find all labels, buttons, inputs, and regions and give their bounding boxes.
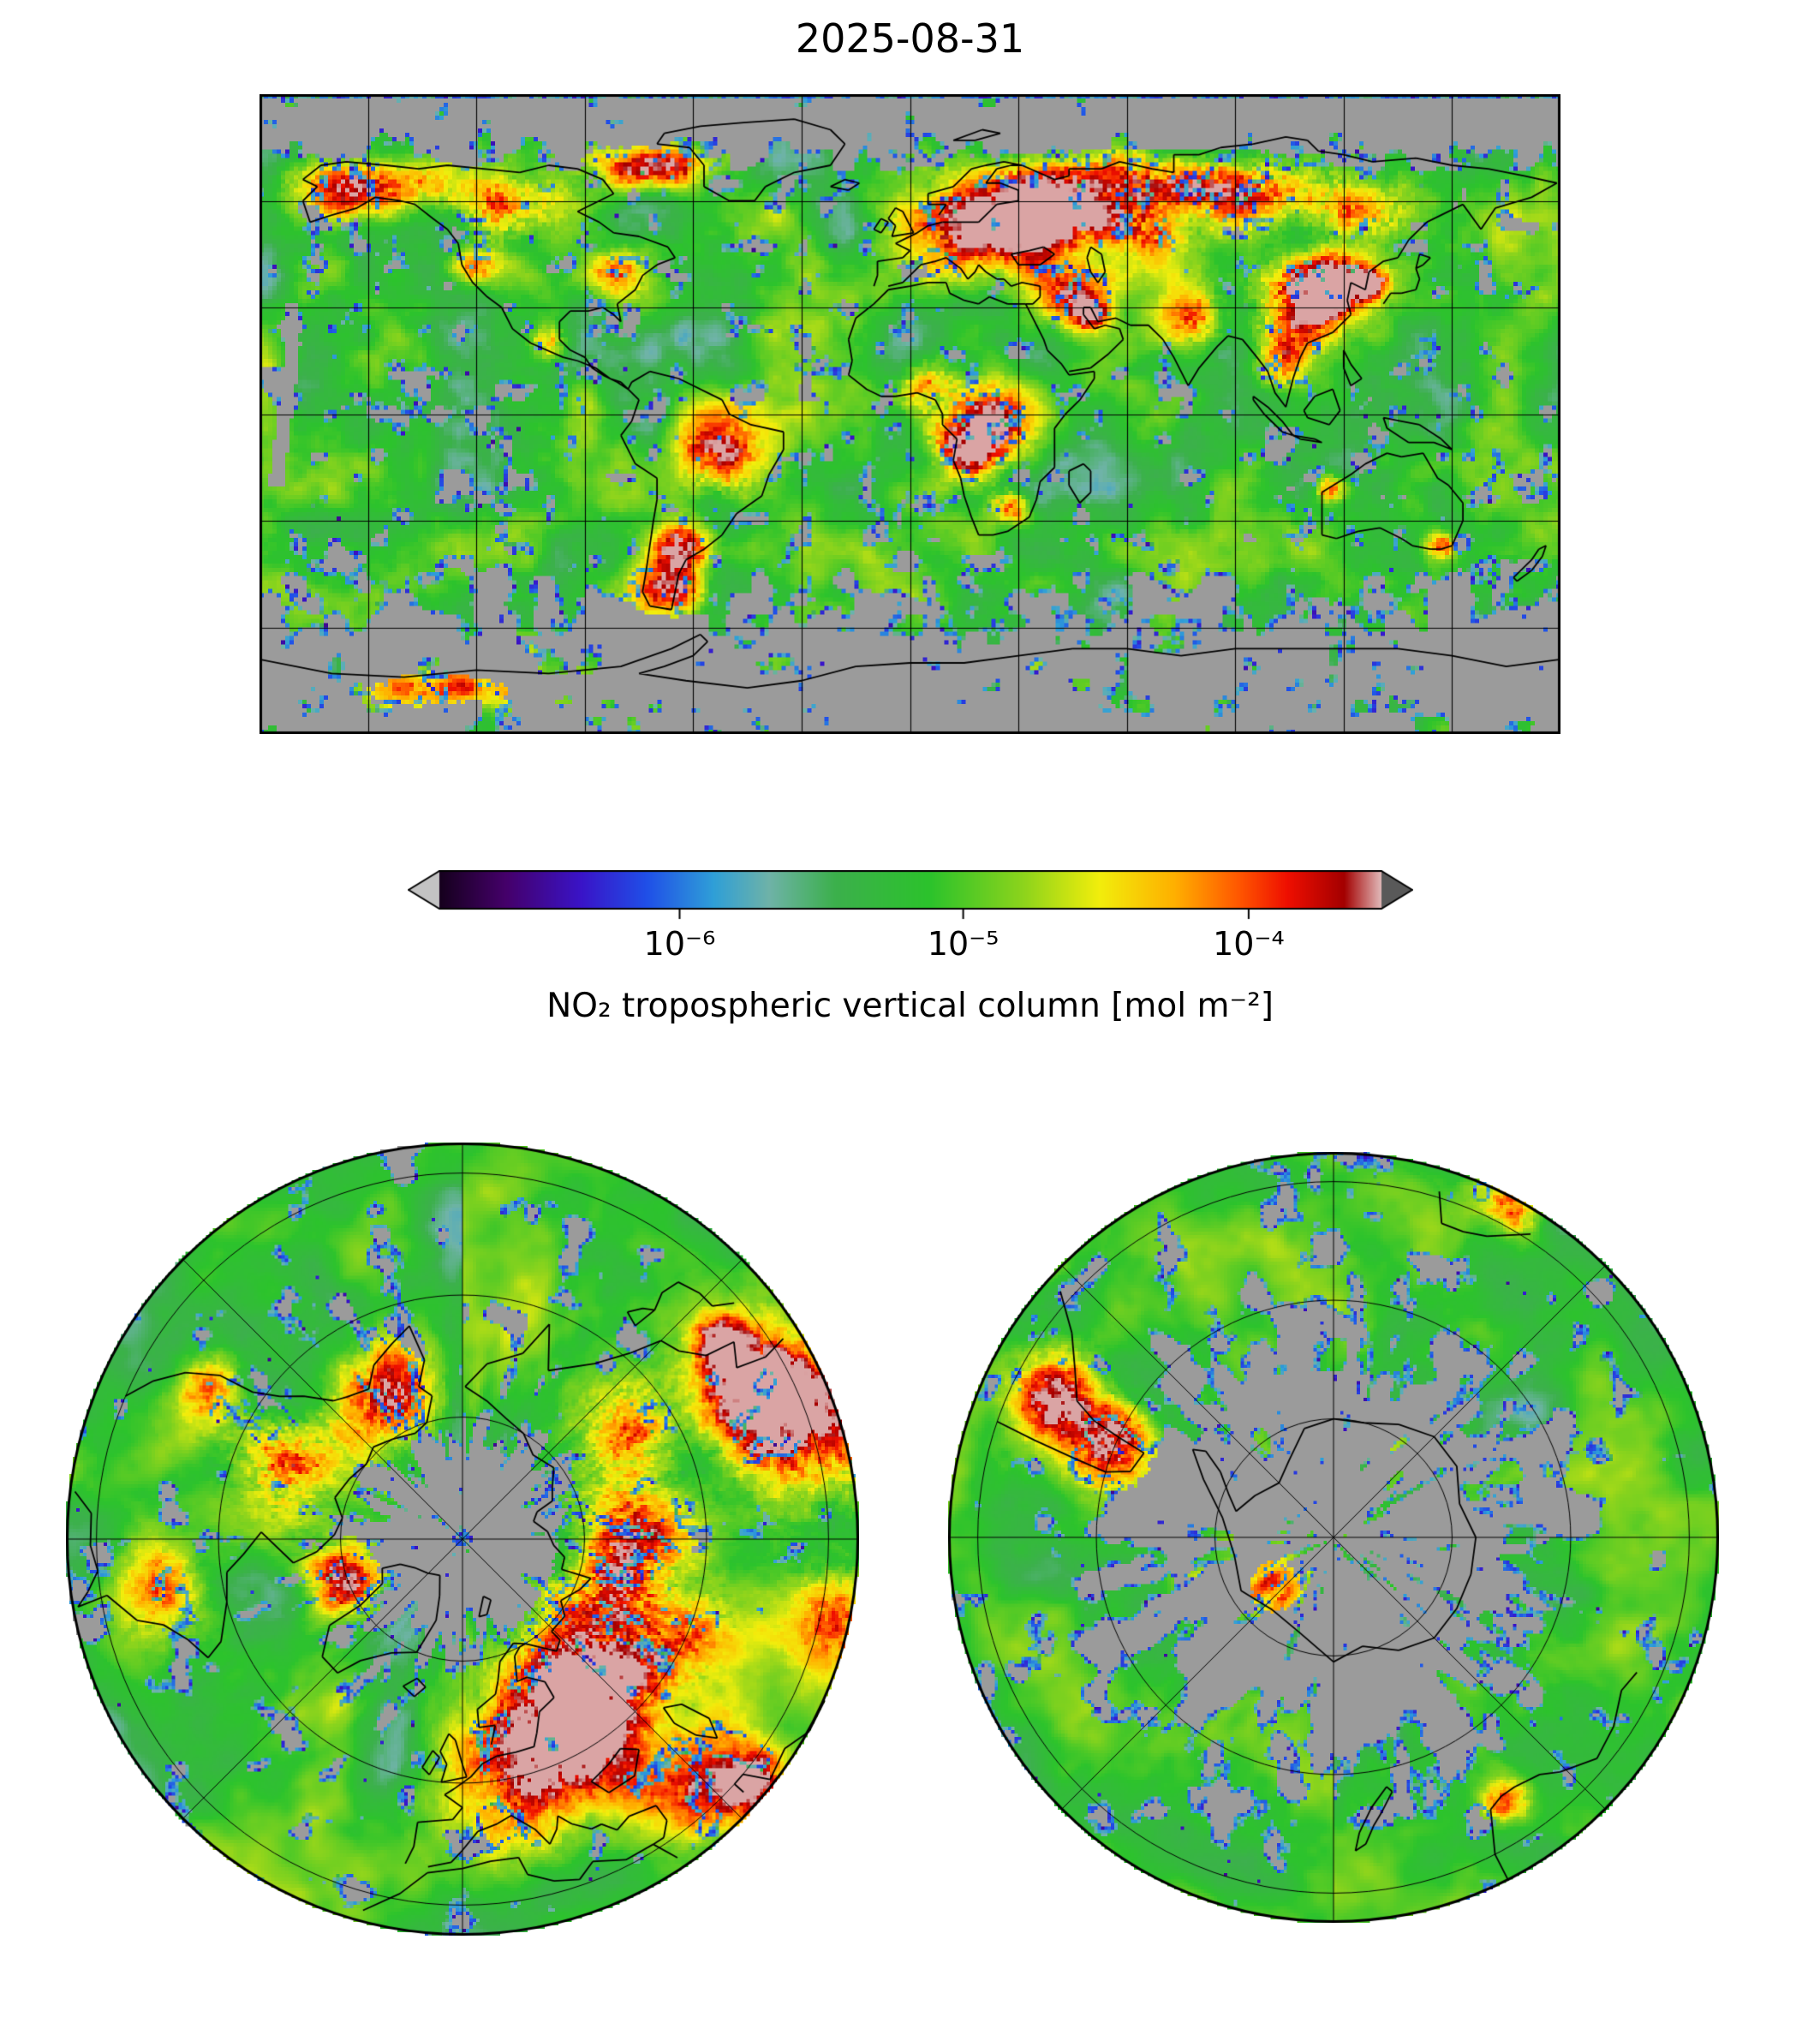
north-polar-grid-coastlines — [66, 1143, 859, 1936]
colorbar-tick-labels: 10⁻⁶ 10⁻⁵ 10⁻⁴ — [408, 925, 1413, 968]
colorbar-tick-label: 10⁻⁵ — [927, 925, 1000, 963]
figure-title: 2025-08-31 — [795, 15, 1025, 62]
south-polar-grid-coastlines — [948, 1152, 1719, 1923]
colorbar-label: NO₂ tropospheric vertical column [mol m⁻… — [546, 987, 1274, 1025]
colorbar-tick-label: 10⁻⁶ — [643, 925, 716, 963]
colorbar-gradient — [408, 870, 1413, 923]
south-polar-map-panel — [948, 1152, 1719, 1923]
colorbar-tick-label: 10⁻⁴ — [1213, 925, 1285, 963]
colorbar: 10⁻⁶ 10⁻⁵ 10⁻⁴ — [408, 870, 1413, 982]
north-polar-map-panel — [66, 1143, 859, 1936]
global-map-panel — [260, 94, 1560, 734]
global-map-grid-coastlines — [260, 94, 1560, 734]
